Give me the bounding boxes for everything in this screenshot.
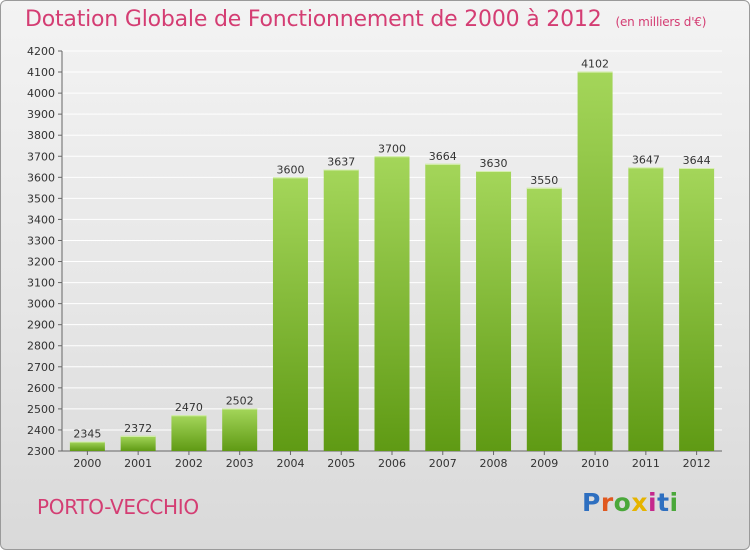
x-tick-label: 2006 xyxy=(378,457,406,470)
y-tick-label: 2800 xyxy=(27,340,55,353)
bar xyxy=(425,163,461,451)
y-tick-label: 3900 xyxy=(27,108,55,121)
unit-label: (en milliers d'€) xyxy=(615,15,707,29)
y-tick-label: 2300 xyxy=(27,445,55,458)
bar xyxy=(171,415,207,451)
y-tick-label: 3700 xyxy=(27,150,55,163)
bar xyxy=(628,167,664,451)
y-tick-label: 3100 xyxy=(27,277,55,290)
bar-value-label: 3644 xyxy=(683,154,711,167)
title-text: Dotation Globale de Fonctionnement de 20… xyxy=(25,7,602,32)
bar-value-label: 3637 xyxy=(327,156,355,169)
bar-value-label: 2372 xyxy=(124,422,152,435)
x-tick-label: 2007 xyxy=(429,457,457,470)
bar xyxy=(476,171,512,451)
place-name: PORTO-VECCHIO xyxy=(37,495,199,519)
bar xyxy=(120,435,156,451)
logo-letter: x xyxy=(631,488,648,517)
bar xyxy=(323,169,359,452)
chart-title: Dotation Globale de Fonctionnement de 20… xyxy=(25,7,706,32)
y-tick-label: 4000 xyxy=(27,87,55,100)
proxiti-logo[interactable]: Proxiti xyxy=(582,488,679,517)
y-tick-label: 2900 xyxy=(27,319,55,332)
y-tick-label: 3800 xyxy=(27,129,55,142)
bar-value-label: 2470 xyxy=(175,401,203,414)
logo-letter: i xyxy=(669,488,679,517)
bars xyxy=(69,71,715,452)
x-tick-label: 2001 xyxy=(124,457,152,470)
y-tick-label: 4200 xyxy=(27,45,55,58)
logo-letter: i xyxy=(648,488,658,517)
y-tick-label: 3200 xyxy=(27,256,55,269)
x-tick-label: 2003 xyxy=(226,457,254,470)
logo-letter: t xyxy=(657,488,670,517)
bar-value-label: 3600 xyxy=(276,163,304,176)
data-labels: 2345 2372 2470 2502 3600 3637 3700 3664 3630 3550… xyxy=(73,58,710,441)
y-tick-label: 2700 xyxy=(27,361,55,374)
x-tick-label: 2009 xyxy=(530,457,558,470)
bar-value-label: 3664 xyxy=(429,150,457,163)
bar-value-label: 3630 xyxy=(480,157,508,170)
y-tick-label: 3000 xyxy=(27,298,55,311)
y-tick-label: 2600 xyxy=(27,382,55,395)
x-tick-label: 2005 xyxy=(327,457,355,470)
y-tick-label: 3600 xyxy=(27,171,55,184)
y-tick-label: 3400 xyxy=(27,213,55,226)
logo-letter: r xyxy=(600,488,614,517)
bar-value-label: 2502 xyxy=(226,394,254,407)
y-tick-label: 3500 xyxy=(27,192,55,205)
bar xyxy=(679,168,715,452)
bar-value-label: 3700 xyxy=(378,142,406,155)
x-tick-label: 2008 xyxy=(480,457,508,470)
bar xyxy=(222,408,258,451)
x-tick-label: 2011 xyxy=(632,457,660,470)
tick-labels: 2300 2400 2500 2600 2700 2800 2900 3000 3100 3200… xyxy=(27,45,711,470)
x-tick-label: 2002 xyxy=(175,457,203,470)
logo-letter: P xyxy=(582,488,601,517)
y-tick-label: 3300 xyxy=(27,234,55,247)
logo-letter: o xyxy=(613,488,632,517)
y-tick-label: 2500 xyxy=(27,403,55,416)
bar-value-label: 2345 xyxy=(73,428,101,441)
x-tick-label: 2012 xyxy=(683,457,711,470)
x-tick-label: 2004 xyxy=(276,457,304,470)
bar xyxy=(526,187,562,451)
bar-value-label: 3550 xyxy=(530,174,558,187)
x-tick-label: 2010 xyxy=(581,457,609,470)
y-tick-label: 4100 xyxy=(27,66,55,79)
y-tick-label: 2400 xyxy=(27,424,55,437)
bar-value-label: 3647 xyxy=(632,153,660,166)
bar xyxy=(69,441,105,451)
bar xyxy=(272,177,308,451)
bar-value-label: 4102 xyxy=(581,58,609,71)
x-tick-label: 2000 xyxy=(73,457,101,470)
bar xyxy=(374,156,410,451)
bar xyxy=(577,71,613,451)
